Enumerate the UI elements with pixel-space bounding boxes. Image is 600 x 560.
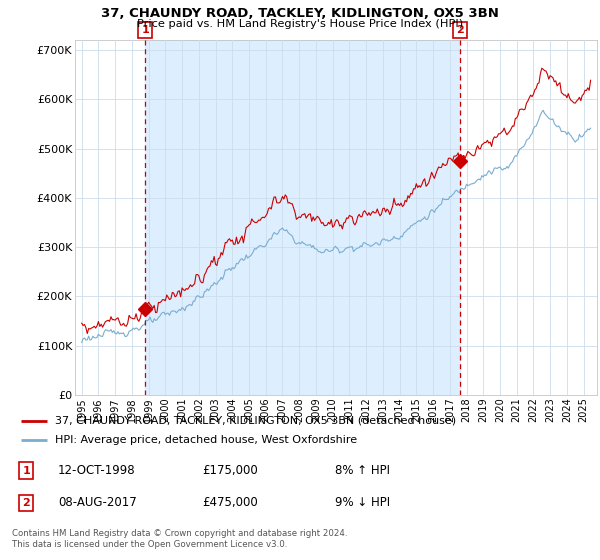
Text: 1: 1 — [22, 465, 30, 475]
Text: 1: 1 — [141, 25, 149, 35]
Text: HPI: Average price, detached house, West Oxfordshire: HPI: Average price, detached house, West… — [55, 435, 358, 445]
Text: £475,000: £475,000 — [202, 496, 258, 509]
Text: Price paid vs. HM Land Registry's House Price Index (HPI): Price paid vs. HM Land Registry's House … — [137, 19, 463, 29]
Text: 12-OCT-1998: 12-OCT-1998 — [58, 464, 136, 477]
Bar — [145, 40, 460, 395]
Text: 37, CHAUNDY ROAD, TACKLEY, KIDLINGTON, OX5 3BN: 37, CHAUNDY ROAD, TACKLEY, KIDLINGTON, O… — [101, 7, 499, 20]
Text: £175,000: £175,000 — [202, 464, 258, 477]
Text: 2: 2 — [22, 498, 30, 508]
Text: 2: 2 — [456, 25, 464, 35]
Text: 9% ↓ HPI: 9% ↓ HPI — [335, 496, 389, 509]
Text: 8% ↑ HPI: 8% ↑ HPI — [335, 464, 389, 477]
Text: 08-AUG-2017: 08-AUG-2017 — [58, 496, 137, 509]
Text: Contains HM Land Registry data © Crown copyright and database right 2024.
This d: Contains HM Land Registry data © Crown c… — [12, 529, 347, 549]
Text: 37, CHAUNDY ROAD, TACKLEY, KIDLINGTON, OX5 3BN (detached house): 37, CHAUNDY ROAD, TACKLEY, KIDLINGTON, O… — [55, 416, 457, 426]
